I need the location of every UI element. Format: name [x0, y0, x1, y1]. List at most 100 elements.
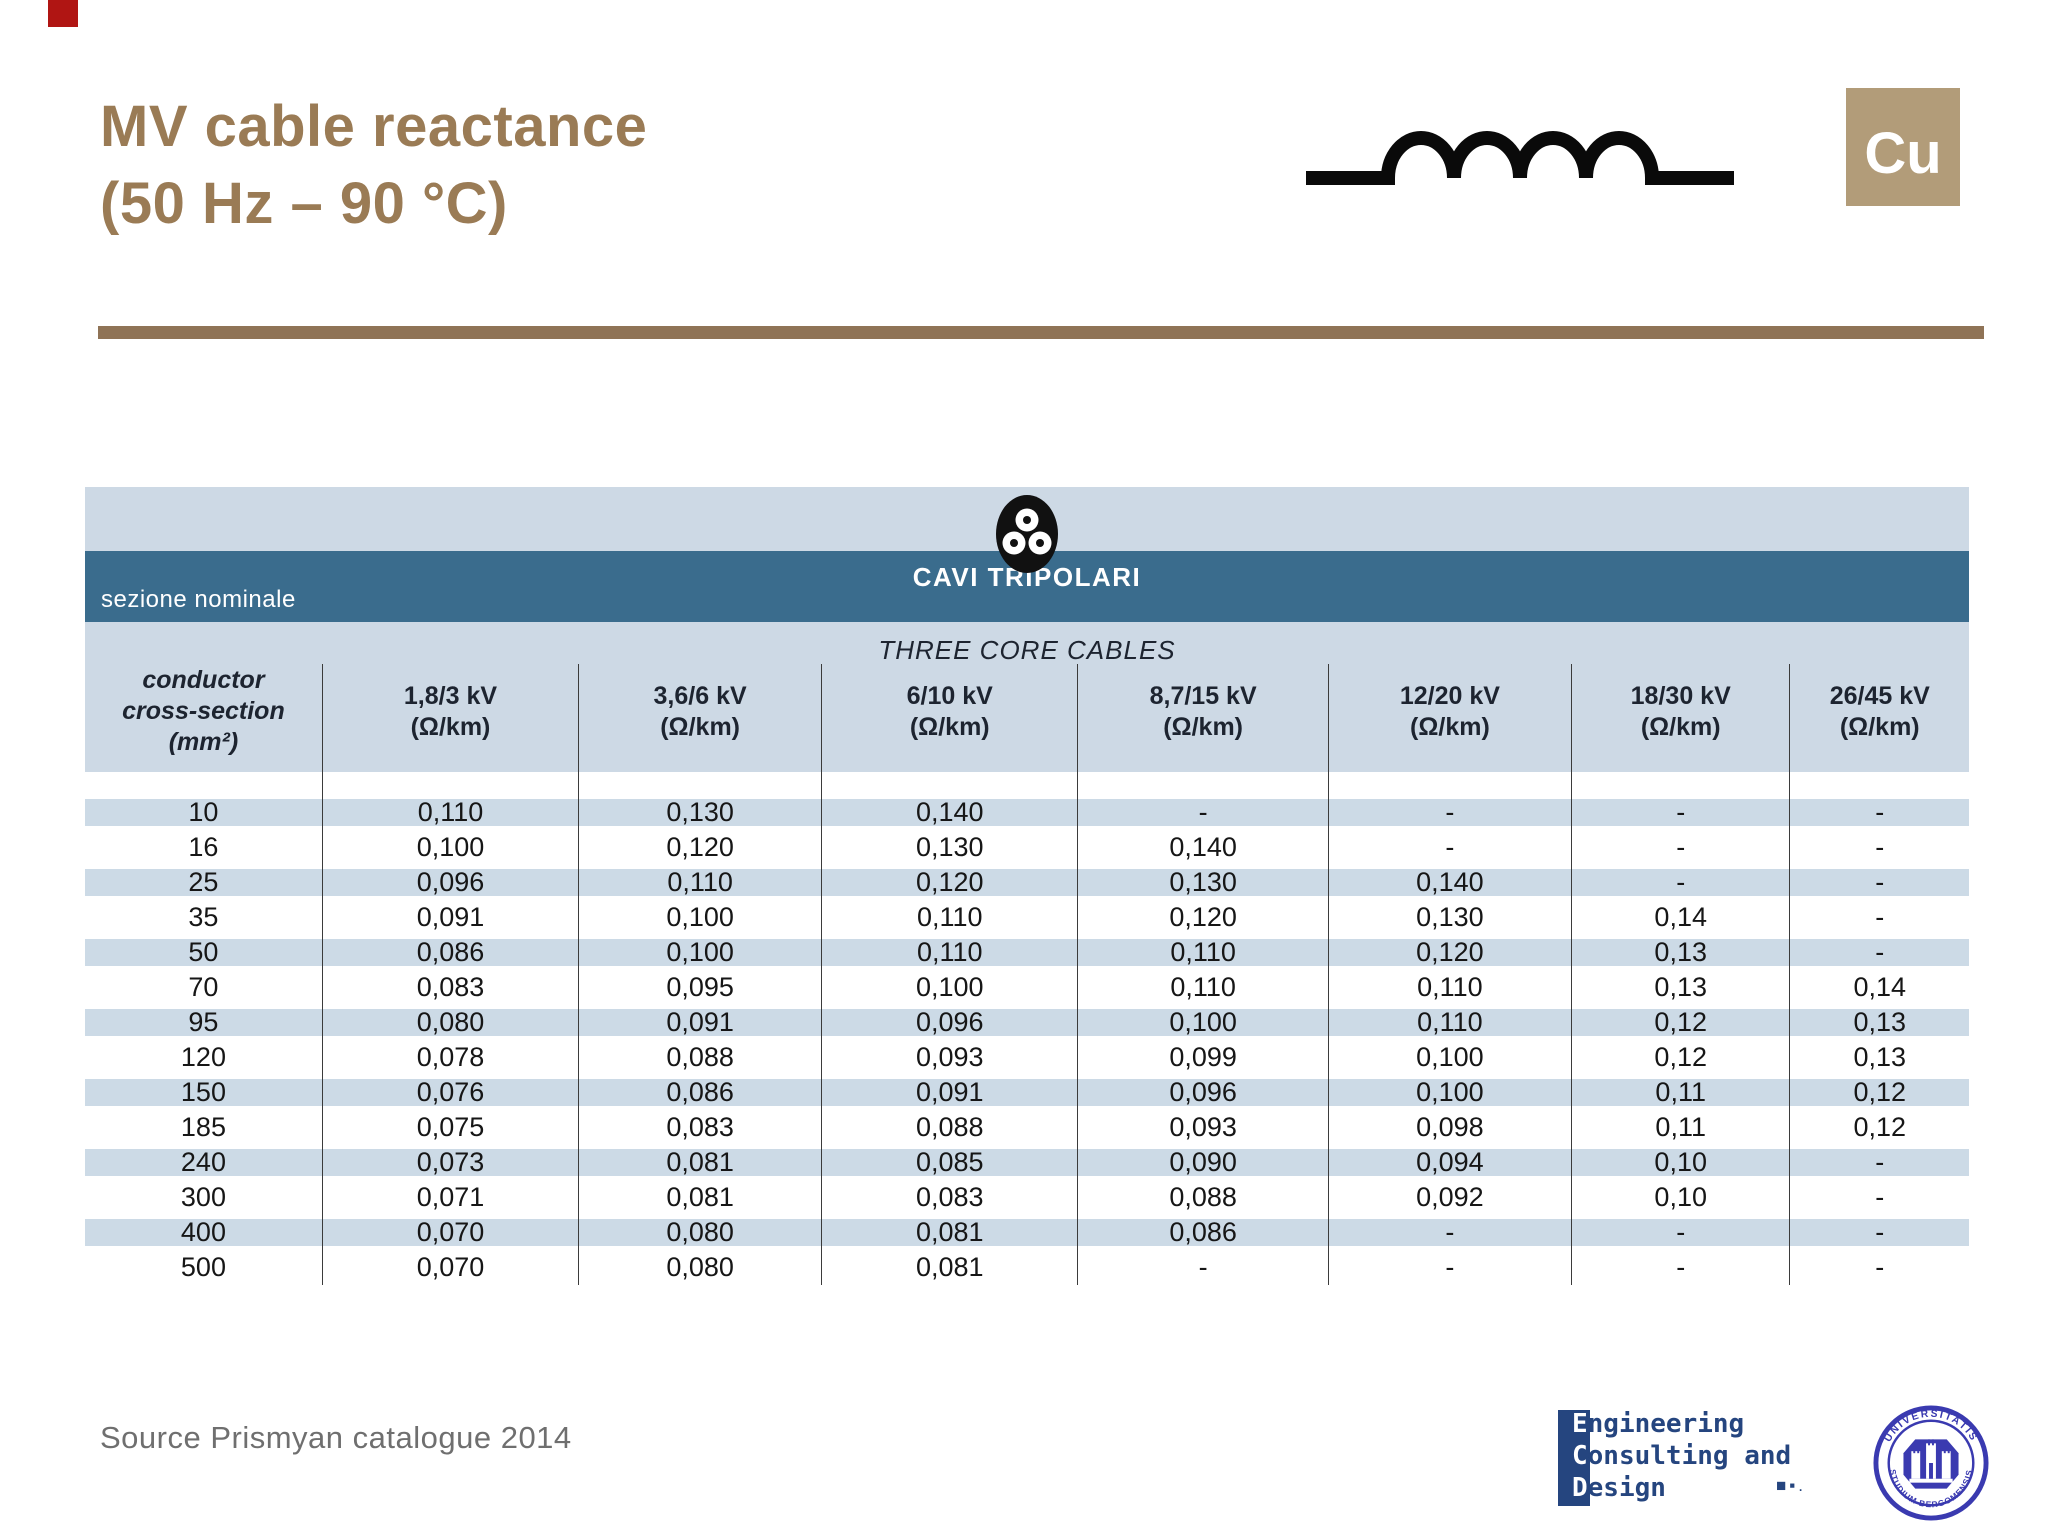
table-row: 70 0,083 0,095 0,100 0,110 0,110 0,13 0,14 [85, 970, 1969, 1005]
reactance-value-cell: 0,070 [322, 1250, 580, 1285]
reactance-value-cell: - [1789, 935, 1969, 970]
reactance-value-cell: 0,100 [322, 830, 580, 865]
reactance-value-cell: 0,080 [578, 1215, 823, 1250]
reactance-value-cell: 0,096 [821, 1005, 1079, 1040]
reactance-value-cell: 0,13 [1789, 1040, 1969, 1075]
reactance-value-cell: 0,076 [322, 1075, 580, 1110]
reactance-value-cell: - [1571, 795, 1791, 830]
reactance-value-cell: 0,086 [322, 935, 580, 970]
table-row: 50 0,086 0,100 0,110 0,110 0,120 0,13- [85, 935, 1969, 970]
voltage-column-header: 6/10 kV (Ω/km) [821, 664, 1079, 772]
reactance-value-cell: 0,12 [1571, 1005, 1791, 1040]
group-title-english: THREE CORE CABLES [85, 622, 1969, 665]
reactance-value-cell: - [1789, 1145, 1969, 1180]
reactance-value-cell: - [1789, 865, 1969, 900]
table-row: 300 0,071 0,081 0,083 0,088 0,092 0,10- [85, 1180, 1969, 1215]
reactance-value-cell: 0,085 [821, 1145, 1079, 1180]
reactance-value-cell: 0,110 [821, 900, 1079, 935]
reactance-value-cell: - [1571, 1215, 1791, 1250]
reactance-value-cell: 0,110 [1328, 1005, 1572, 1040]
reactance-value-cell: 0,086 [578, 1075, 823, 1110]
reactance-value-cell: 0,12 [1571, 1040, 1791, 1075]
reactance-value-cell: 0,093 [1077, 1110, 1329, 1145]
reactance-value-cell: - [1328, 1250, 1572, 1285]
reactance-value-cell: 0,13 [1571, 935, 1791, 970]
reactance-value-cell: 0,086 [1077, 1215, 1329, 1250]
reactance-value-cell: 0,092 [1328, 1180, 1572, 1215]
column-header-cross-section: conductor cross-section (mm²) [85, 664, 323, 772]
reactance-value-cell: 0,081 [821, 1250, 1079, 1285]
reactance-value-cell: 0,110 [1328, 970, 1572, 1005]
reactance-value-cell: 0,130 [821, 830, 1079, 865]
table-row: 150 0,076 0,086 0,091 0,096 0,100 0,11 0,12 [85, 1075, 1969, 1110]
ecd-logo-line: Consulting and [1572, 1441, 1792, 1471]
reactance-value-cell: 0,12 [1789, 1075, 1969, 1110]
reactance-value-cell: 0,120 [821, 865, 1079, 900]
cu-badge-label: Cu [1864, 120, 1942, 186]
reactance-value-cell: 0,095 [578, 970, 823, 1005]
cross-section-cell: 35 [85, 900, 323, 935]
voltage-column-header: 1,8/3 kV (Ω/km) [322, 664, 580, 772]
reactance-value-cell: 0,088 [578, 1040, 823, 1075]
reactance-value-cell: - [1328, 795, 1572, 830]
ecd-logo-line: Design [1572, 1473, 1666, 1503]
three-core-cable-icon [996, 495, 1058, 573]
reactance-value-cell: 0,140 [821, 795, 1079, 830]
reactance-value-cell: 0,088 [821, 1110, 1079, 1145]
reactance-value-cell: - [1789, 830, 1969, 865]
cross-section-cell: 120 [85, 1040, 323, 1075]
reactance-value-cell: - [1571, 1250, 1791, 1285]
reactance-value-cell: 0,120 [578, 830, 823, 865]
reactance-value-cell: 0,081 [821, 1215, 1079, 1250]
cross-section-cell: 400 [85, 1215, 323, 1250]
table-row: 25 0,096 0,110 0,120 0,130 0,140- - [85, 865, 1969, 900]
reactance-value-cell: 0,120 [1077, 900, 1329, 935]
cu-badge: Cu [1846, 88, 1960, 206]
university-seal-icon: UNIVERSITATIS STUDIUM BERGOMENSIS [1873, 1405, 1989, 1521]
reactance-value-cell: 0,130 [1328, 900, 1572, 935]
cross-section-cell: 185 [85, 1110, 323, 1145]
reactance-value-cell: 0,12 [1789, 1110, 1969, 1145]
cross-section-cell: 25 [85, 865, 323, 900]
cross-section-cell: 16 [85, 830, 323, 865]
reactance-value-cell: 0,083 [578, 1110, 823, 1145]
reactance-value-cell: 0,110 [322, 795, 580, 830]
reactance-value-cell: 0,096 [1077, 1075, 1329, 1110]
reactance-value-cell: - [1789, 1215, 1969, 1250]
voltage-column-header: 3,6/6 kV (Ω/km) [578, 664, 823, 772]
reactance-value-cell: 0,100 [578, 935, 823, 970]
reactance-value-cell: - [1328, 1215, 1572, 1250]
cross-section-cell: 500 [85, 1250, 323, 1285]
reactance-value-cell: 0,100 [821, 970, 1079, 1005]
red-corner-mark [48, 0, 78, 27]
cross-section-cell: 240 [85, 1145, 323, 1180]
reactance-value-cell: 0,100 [1328, 1040, 1572, 1075]
reactance-value-cell: 0,091 [578, 1005, 823, 1040]
reactance-value-cell: 0,080 [578, 1250, 823, 1285]
title-divider-rule [98, 326, 1984, 339]
reactance-table: conductor cross-section (mm²) 1,8/3 kV (Ω… [85, 664, 1969, 1285]
inductor-coil-icon [1306, 131, 1734, 185]
reactance-value-cell: - [1328, 830, 1572, 865]
reactance-value-cell: - [1077, 1250, 1329, 1285]
reactance-table-body: 10 0,110 0,130 0,140- - - -16 0,100 0,120 0,130 0,… [85, 772, 1969, 1285]
reactance-table-container: CAVI TRIPOLARI sezione nominale THREE CO… [85, 487, 1969, 1285]
page-title-line-2: (50 Hz – 90 °C) [100, 171, 508, 236]
voltage-column-header: 18/30 kV (Ω/km) [1571, 664, 1791, 772]
table-row: 185 0,075 0,083 0,088 0,093 0,098 0,11 0,12 [85, 1110, 1969, 1145]
reactance-value-cell: 0,14 [1571, 900, 1791, 935]
reactance-value-cell: 0,083 [821, 1180, 1079, 1215]
reactance-value-cell: 0,071 [322, 1180, 580, 1215]
reactance-value-cell: 0,110 [578, 865, 823, 900]
voltage-column-header: 8,7/15 kV (Ω/km) [1077, 664, 1329, 772]
reactance-value-cell: 0,100 [1328, 1075, 1572, 1110]
reactance-value-cell: 0,080 [322, 1005, 580, 1040]
reactance-value-cell: 0,078 [322, 1040, 580, 1075]
reactance-value-cell: 0,140 [1077, 830, 1329, 865]
page-title: MV cable reactance (50 Hz – 90 °C) [100, 88, 647, 242]
reactance-value-cell: - [1789, 795, 1969, 830]
reactance-value-cell: - [1077, 795, 1329, 830]
reactance-value-cell: 0,130 [578, 795, 823, 830]
voltage-column-header: 26/45 kV (Ω/km) [1789, 664, 1969, 772]
reactance-value-cell: - [1571, 865, 1791, 900]
